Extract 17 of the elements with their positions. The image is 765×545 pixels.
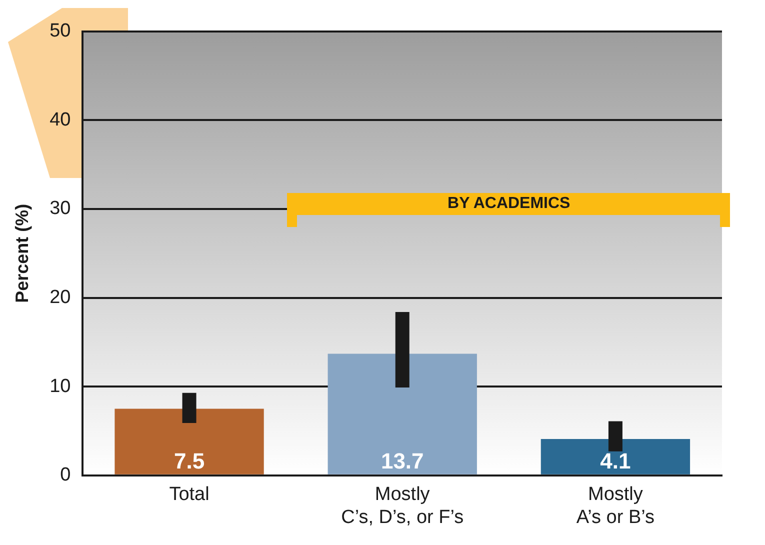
x-tick-label: Total (169, 484, 210, 506)
bar (540, 438, 690, 474)
x-tick-label: Mostly A’s or B’s (576, 484, 655, 528)
bar (328, 354, 477, 474)
y-tick-label: 40 (50, 109, 71, 130)
y-tick-label: 30 (50, 198, 71, 220)
y-tick-label: 20 (50, 287, 71, 308)
y-axis-title: Percent (%) (12, 204, 32, 303)
data-label: 7.5 (174, 448, 205, 474)
data-label: 4.1 (600, 448, 631, 474)
bar (114, 408, 264, 474)
y-tick-label: 10 (50, 376, 71, 397)
annotation: BY ACADEMICS (287, 193, 730, 216)
y-tick-label: 0 (60, 464, 71, 486)
data-label: 13.7 (380, 448, 424, 474)
x-tick-label: Mostly C’s, D’s, or F’s (341, 484, 464, 528)
y-tick-label: 50 (50, 20, 71, 42)
